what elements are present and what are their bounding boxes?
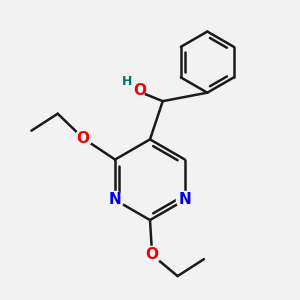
Text: H: H: [122, 75, 132, 88]
Circle shape: [176, 191, 194, 208]
Text: N: N: [109, 192, 122, 207]
Circle shape: [128, 82, 145, 99]
Text: O: O: [133, 83, 146, 98]
Text: N: N: [178, 192, 191, 207]
Circle shape: [75, 130, 92, 147]
Text: O: O: [146, 248, 159, 262]
Text: O: O: [77, 131, 90, 146]
Circle shape: [106, 191, 124, 208]
Circle shape: [144, 246, 160, 263]
